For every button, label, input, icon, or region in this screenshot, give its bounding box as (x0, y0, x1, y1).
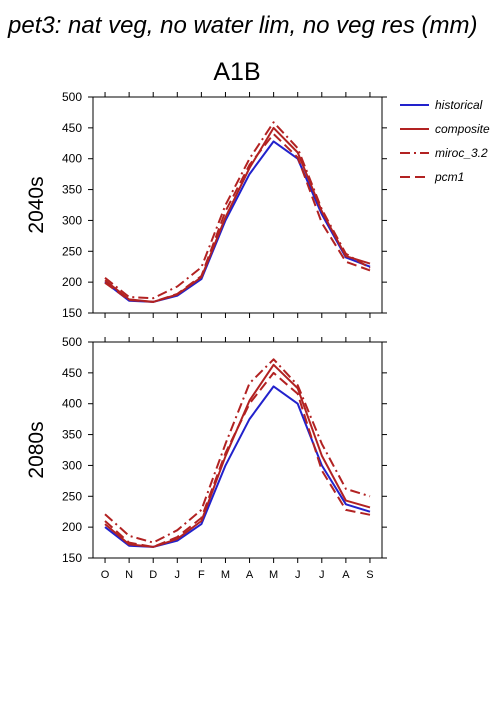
x-tick-label: M (269, 569, 278, 581)
x-tick-label: A (342, 569, 350, 581)
legend-item-miroc_3.2: miroc_3.2 (400, 146, 488, 160)
y-tick-label: 200 (62, 520, 82, 534)
series-line-pcm1 (104, 133, 371, 303)
legend-label: historical (435, 98, 483, 112)
y-tick-label: 450 (62, 366, 82, 380)
x-tick-label: J (319, 569, 325, 581)
x-tick-label: N (125, 569, 133, 581)
x-tick-label: S (366, 569, 373, 581)
y-tick-label: 150 (62, 306, 82, 320)
legend-item-composite: composite (400, 122, 490, 136)
y-tick-label: 500 (62, 335, 82, 349)
legend-item-historical: historical (400, 98, 483, 112)
x-tick-label: M (221, 569, 230, 581)
plot-frame (92, 341, 383, 559)
series-line-composite (104, 126, 371, 303)
panel-label: 2040s (25, 176, 48, 233)
legend-label: composite (435, 122, 490, 136)
series-line-miroc_3.2 (104, 358, 371, 544)
series-line-historical (104, 140, 371, 303)
y-tick-label: 250 (62, 244, 82, 258)
x-tick-label: A (246, 569, 254, 581)
panel-label: 2080s (25, 421, 48, 478)
y-tick-label: 450 (62, 121, 82, 135)
series-line-composite (104, 363, 371, 548)
legend-label: miroc_3.2 (435, 146, 488, 160)
y-tick-label: 350 (62, 428, 82, 442)
y-tick-label: 350 (62, 183, 82, 197)
plot-frame (92, 96, 383, 314)
x-tick-label: J (295, 569, 301, 581)
series-line-miroc_3.2 (104, 121, 371, 300)
x-tick-label: D (149, 569, 157, 581)
y-tick-label: 400 (62, 152, 82, 166)
series-line-pcm1 (104, 371, 371, 548)
scenario-title: A1B (213, 58, 260, 86)
chart-panels: 150 200 250 300 350 400 450 500 2040s 150 200 250 30… (25, 90, 387, 581)
legend-item-pcm1: pcm1 (400, 170, 464, 184)
series-line-historical (104, 385, 371, 548)
y-tick-label: 250 (62, 489, 82, 503)
y-tick-label: 300 (62, 458, 82, 472)
chart-panel-2040s: 150 200 250 300 350 400 450 500 2040s (25, 90, 387, 320)
x-tick-label: J (175, 569, 181, 581)
y-tick-label: 150 (62, 551, 82, 565)
chart-panel-2080s: 150 200 250 300 350 400 450 500 O N D J F M A M J J A S 2080… (25, 335, 387, 581)
y-tick-label: 200 (62, 275, 82, 289)
y-tick-label: 500 (62, 90, 82, 104)
legend-label: pcm1 (434, 170, 464, 184)
x-tick-label: O (101, 569, 110, 581)
figure-title: pet3: nat veg, no water lim, no veg res … (7, 12, 478, 39)
x-tick-label: F (198, 569, 205, 581)
legend: historical composite miroc_3.2 pcm1 (400, 98, 490, 184)
y-tick-label: 300 (62, 213, 82, 227)
y-tick-label: 400 (62, 397, 82, 411)
